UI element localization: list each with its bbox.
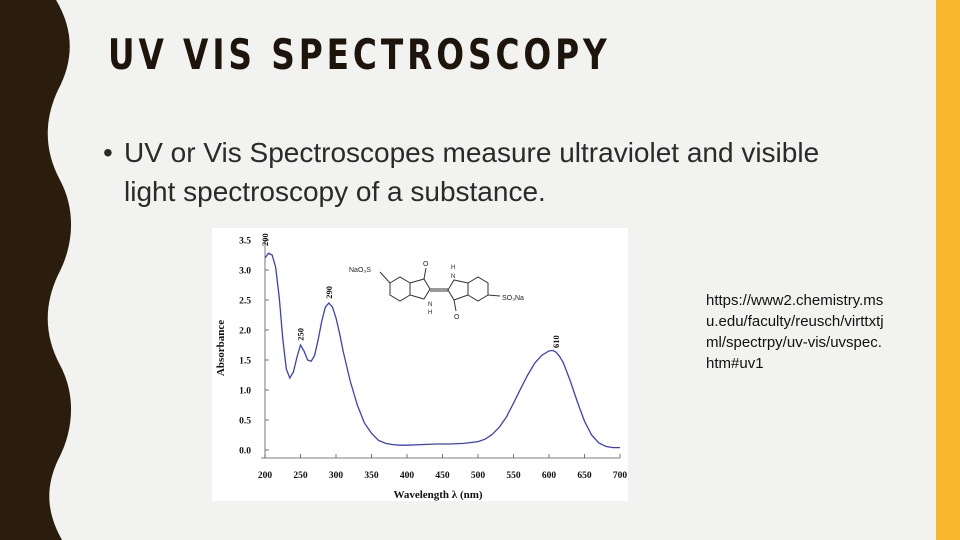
uv-vis-spectrum-figure: 200 250 300 350 400 450 500 550 600 650 700 0.0 0.5 1… [212,228,628,501]
x-tick-label: 350 [364,471,379,481]
absorbance-curve [264,252,620,449]
y-tick-label: 1.5 [239,357,251,367]
x-tick-label: 450 [435,471,450,481]
spectrum-chart: 200 250 300 350 400 450 500 550 600 650 700 0.0 0.5 1… [215,233,628,501]
y-tick-label: 2.5 [239,297,251,307]
molecule-oxygen-bottom: O [454,314,460,321]
slide-title: UV VIS SPECTROSCOPY [108,30,611,79]
x-tick-label: 300 [329,471,344,481]
molecule-structure [379,267,501,312]
peak-label: 610 [551,335,561,348]
x-tick-label: 200 [258,471,273,481]
x-tick-label: 600 [542,471,557,481]
molecule-nh-bottom-h: H [428,310,432,316]
x-tick-label: 250 [293,471,308,481]
y-tick-label: 3.5 [239,237,251,247]
y-tick-label: 2.0 [239,327,251,337]
peak-label: 200 [260,233,270,246]
peak-label: 250 [296,328,306,341]
y-tick-label: 1.0 [239,387,251,397]
molecule-nh-top-n: N [451,274,455,280]
x-tick-label: 650 [577,471,592,481]
left-decorative-border [0,0,72,540]
x-tick-label: 400 [400,471,415,481]
molecule-label-right: SO₃Na [502,295,524,302]
wavy-border-shape [0,0,72,540]
x-tick-label: 700 [613,471,628,481]
molecule-oxygen-top: O [423,261,429,268]
x-tick-label: 500 [471,471,486,481]
molecule-label-left: NaO₃S [349,267,371,274]
y-axis-label: Absorbance [215,320,227,376]
bullet-item: • UV or Vis Spectroscopes measure ultrav… [103,133,863,211]
x-tick-label: 550 [506,471,521,481]
y-tick-label: 0.5 [239,417,251,427]
y-tick-label: 3.0 [239,267,251,277]
peak-label: 290 [324,286,334,299]
source-link[interactable]: https://www2.chemistry.msu.edu/faculty/r… [706,292,884,372]
accent-bar [936,0,960,540]
y-tick-label: 0.0 [239,447,251,457]
bullet-marker: • [103,137,113,168]
bullet-text: UV or Vis Spectroscopes measure ultravio… [124,137,820,207]
molecule-nh-top-h: H [451,265,455,271]
x-axis-label: Wavelength λ (nm) [393,489,482,501]
molecule-nh-bottom-n: N [428,302,432,308]
